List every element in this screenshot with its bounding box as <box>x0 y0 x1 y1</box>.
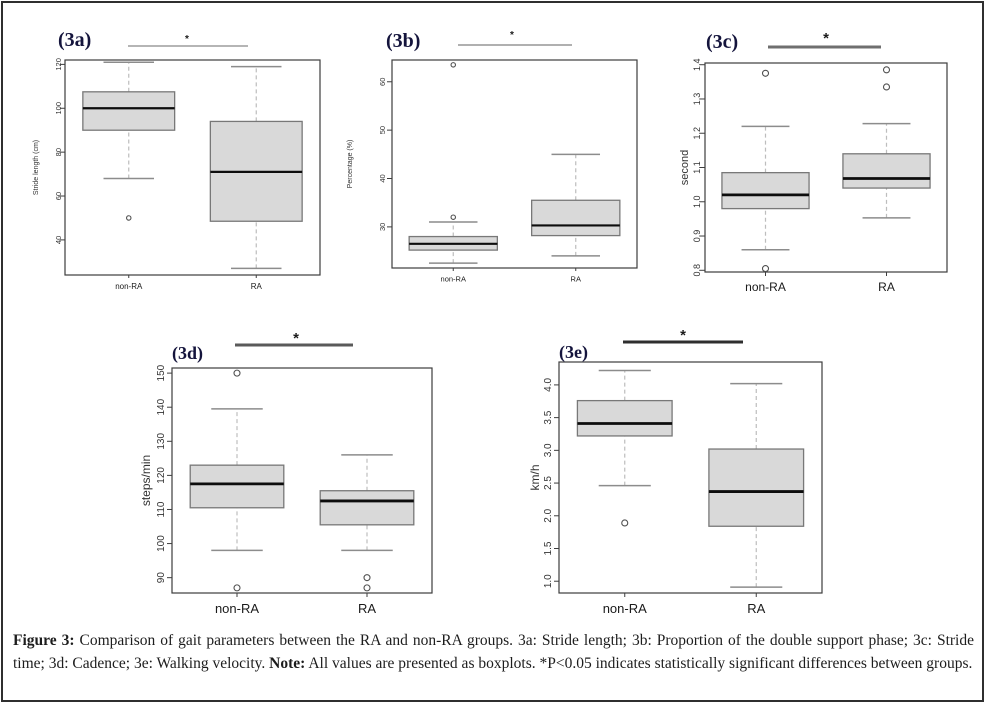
y-tick-label: 4.0 <box>543 378 554 392</box>
box-rect <box>531 199 621 237</box>
y-tick-label: 110 <box>156 501 167 517</box>
x-group-label: non-RA <box>745 280 786 294</box>
y-tick-label: 100 <box>54 102 63 115</box>
plot-border <box>171 367 433 594</box>
x-group-label: non-RA <box>115 282 143 291</box>
significance-star: * <box>510 30 514 41</box>
x-group-label: RA <box>747 601 765 616</box>
panel-label: (3b) <box>386 30 420 52</box>
significance-star: * <box>680 327 686 344</box>
y-tick-label: 2.5 <box>543 476 554 490</box>
x-group-label: RA <box>571 275 581 284</box>
box-rect <box>708 448 805 527</box>
outlier-point <box>450 62 456 68</box>
box-rect <box>319 490 415 526</box>
box-rect <box>721 171 810 210</box>
plot-border <box>64 59 321 276</box>
outlier-point <box>882 66 891 74</box>
plot-border <box>391 59 638 269</box>
boxplot-panel-3d: 90 100 110 120 130 140 150 steps/min non-RA RA (3d… <box>139 330 433 616</box>
boxplot-panel-3a: 40 60 80 100 120 Stride length (cm) non-RA RA (3… <box>33 29 321 291</box>
y-tick-label: 1.3 <box>692 93 702 106</box>
panel-label: (3a) <box>58 29 91 51</box>
y-tick-label: 40 <box>54 236 63 244</box>
y-axis-title: steps/min <box>139 455 153 506</box>
y-tick-label: 120 <box>156 467 167 484</box>
outlier-point <box>363 584 371 592</box>
y-tick-label: 80 <box>54 148 63 156</box>
outlier-point <box>363 574 371 582</box>
panel-label: (3d) <box>172 343 203 364</box>
y-axis-title: Percentage (%) <box>347 140 354 189</box>
caption-segment: All values are presented as boxplots. *P… <box>305 655 973 672</box>
plot-border <box>558 361 823 594</box>
box-rect <box>842 153 931 189</box>
y-tick-label: 1.2 <box>692 127 702 140</box>
y-tick-label: 90 <box>156 572 167 584</box>
panel-label: (3e) <box>559 342 588 363</box>
outlier-point <box>450 214 456 220</box>
y-tick-label: 0.9 <box>692 230 702 243</box>
y-tick-label: 60 <box>378 78 387 86</box>
x-group-label: non-RA <box>215 601 259 616</box>
x-group-label: non-RA <box>441 275 466 284</box>
x-group-label: non-RA <box>603 601 647 616</box>
y-tick-label: 3.0 <box>543 443 554 457</box>
y-tick-label: 100 <box>156 535 167 552</box>
y-tick-label: 0.8 <box>692 264 702 277</box>
y-tick-label: 150 <box>156 364 167 381</box>
x-group-label: RA <box>878 280 895 294</box>
y-tick-label: 1.0 <box>692 196 702 209</box>
y-tick-label: 1.0 <box>543 574 554 588</box>
significance-star: * <box>823 30 829 47</box>
outlier-point <box>761 265 770 273</box>
x-group-label: RA <box>358 601 376 616</box>
significance-star: * <box>185 34 189 45</box>
panel-label: (3c) <box>706 31 738 53</box>
outlier-point <box>882 83 891 91</box>
caption-segment: Figure 3: <box>13 632 75 649</box>
y-tick-label: 3.5 <box>543 410 554 424</box>
outlier-point <box>761 69 770 77</box>
boxplot-panel-3c: 0.8 0.9 1.0 1.1 1.2 1.3 1.4 second non-RA RA (3c) * <box>679 30 948 294</box>
y-tick-label: 1.5 <box>543 541 554 555</box>
caption-segment: Comparison of gait parameters between th… <box>13 632 974 672</box>
y-axis-title: second <box>679 150 691 185</box>
box-rect <box>576 399 673 437</box>
y-tick-label: 130 <box>156 433 167 450</box>
box-rect <box>189 464 285 509</box>
outlier-point <box>621 519 629 527</box>
y-tick-label: 30 <box>378 223 387 231</box>
outlier-point <box>233 584 241 592</box>
boxplot-panel-3e: 1.0 1.5 2.0 2.5 3.0 3.5 4.0 km/h non-RA RA (3e) * <box>528 327 823 616</box>
y-tick-label: 140 <box>156 398 167 415</box>
outlier-point <box>126 215 132 221</box>
y-tick-label: 120 <box>54 58 63 71</box>
box-rect <box>82 91 176 131</box>
y-tick-label: 40 <box>378 174 387 182</box>
y-axis-title: Stride length (cm) <box>33 140 40 195</box>
y-tick-label: 50 <box>378 126 387 134</box>
caption-segment: Note: <box>269 655 306 672</box>
figure-caption: Figure 3: Comparison of gait parameters … <box>13 629 974 675</box>
outlier-point <box>233 369 241 377</box>
y-tick-label: 1.4 <box>692 58 702 71</box>
y-tick-label: 2.0 <box>543 508 554 522</box>
y-tick-label: 1.1 <box>692 161 702 174</box>
significance-star: * <box>293 330 299 347</box>
y-tick-label: 60 <box>54 192 63 200</box>
y-axis-title: km/h <box>528 464 542 490</box>
x-group-label: RA <box>251 282 263 291</box>
boxplot-panel-3b: 30 40 50 60 Percentage (%) non-RA RA (3b) * <box>347 30 638 284</box>
